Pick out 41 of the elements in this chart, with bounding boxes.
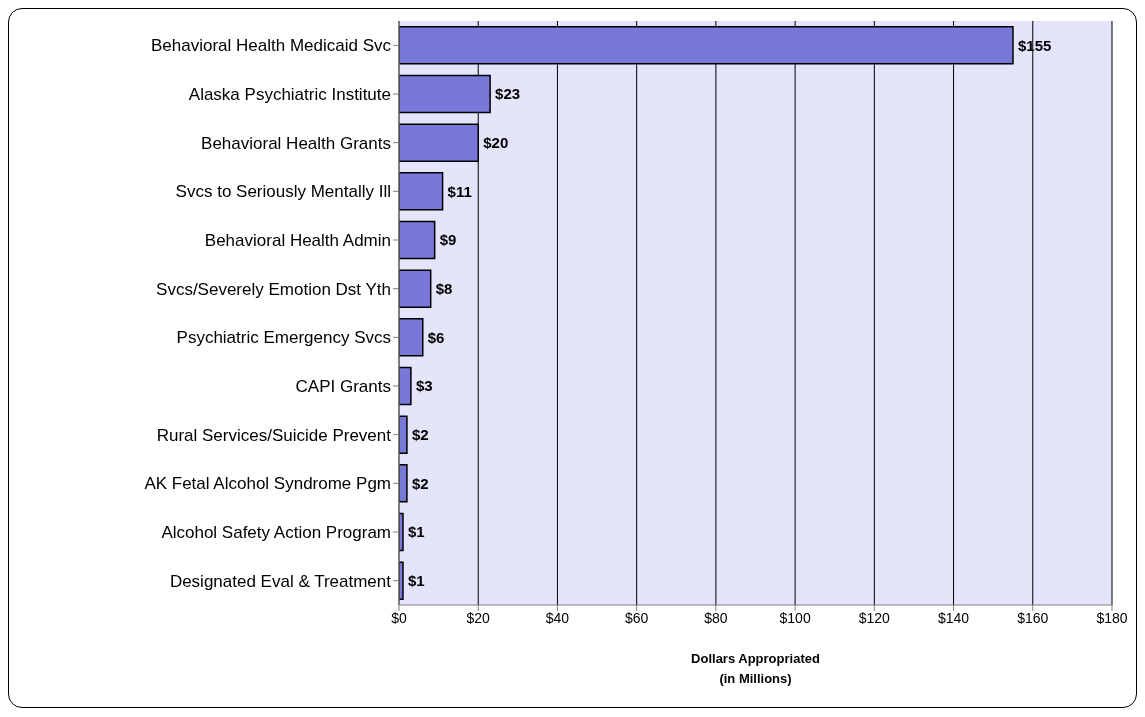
- data-label: $8: [435, 280, 453, 297]
- data-label: $1: [407, 572, 425, 589]
- bar: [399, 269, 432, 308]
- bar: [399, 172, 444, 211]
- x-tick-label: $20: [466, 609, 491, 626]
- x-tick-label: $0: [391, 609, 407, 626]
- x-tick-label: $180: [1096, 609, 1128, 626]
- x-tick-label: $100: [779, 609, 811, 626]
- bar: [399, 220, 436, 260]
- data-label: $1: [407, 523, 425, 541]
- y-tick-label: Designated Eval & Treatment: [169, 571, 392, 591]
- y-tick-label: Behavioral Health Admin: [204, 231, 391, 251]
- y-tick-label: Behavioral Health Grants: [201, 133, 391, 153]
- x-tick-label: $120: [858, 609, 891, 626]
- bar: [399, 415, 408, 454]
- y-tick-label: Behavioral Health Medicaid Svc: [150, 36, 392, 56]
- data-label: $11: [447, 182, 472, 200]
- x-tick-label: $160: [1017, 609, 1049, 626]
- x-tick-label: $80: [704, 609, 728, 626]
- y-tick-label: Rural Services/Suicide Prevent: [156, 425, 392, 445]
- x-tick-label: $40: [545, 609, 570, 626]
- data-label: $2: [411, 474, 429, 492]
- y-tick-label: AK Fetal Alcohol Syndrome Pgm: [144, 474, 391, 494]
- y-tick-label: Alaska Psychiatric Institute: [188, 85, 391, 105]
- data-label: $3: [415, 377, 433, 395]
- data-label: $23: [495, 85, 521, 103]
- x-tick-label: $60: [624, 609, 649, 626]
- bar: [399, 318, 424, 357]
- x-axis-title: Dollars Appropriated (in Millions): [691, 651, 820, 686]
- bar: [399, 464, 408, 503]
- y-tick-label: Psychiatric Emergency Svcs: [176, 328, 391, 348]
- data-label: $6: [427, 328, 445, 346]
- data-label: $2: [411, 426, 429, 443]
- y-tick-label: Alcohol Safety Action Program: [161, 523, 391, 543]
- y-tick-label: Svcs/Severely Emotion Dst Yth: [156, 279, 391, 299]
- data-label: $20: [483, 134, 509, 151]
- data-label: $9: [439, 231, 457, 249]
- bar: [399, 366, 412, 406]
- y-tick-label: CAPI Grants: [295, 377, 391, 397]
- x-tick-label: $140: [937, 609, 970, 626]
- y-tick-label: Svcs to Seriously Mentally Ill: [175, 182, 391, 202]
